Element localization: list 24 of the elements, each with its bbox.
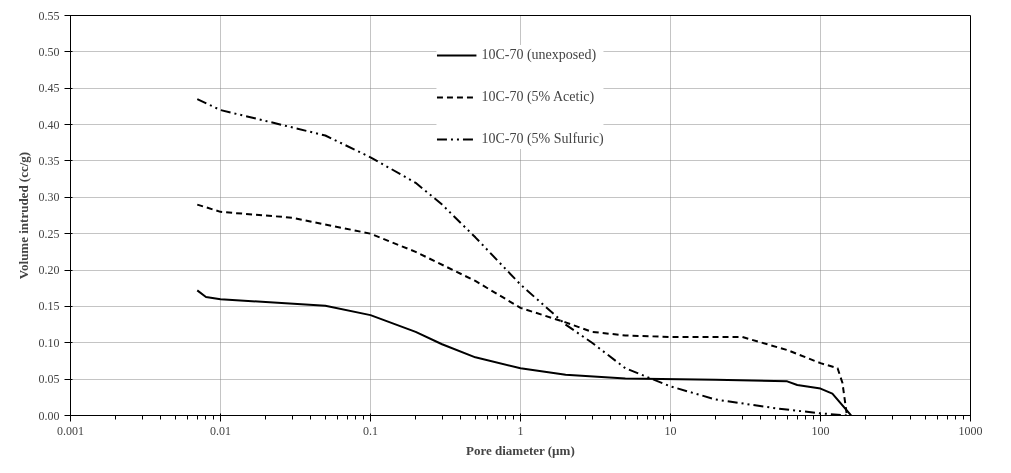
y-tick-label: 0.30 <box>38 190 60 205</box>
x-axis-title: Pore diameter (µm) <box>465 442 575 458</box>
y-axis-title: Volume intruded (cc/g) <box>15 151 31 280</box>
x-tick-label: 100 <box>811 423 830 438</box>
y-tick-label: 0.45 <box>38 81 60 96</box>
x-tick-label: 0.1 <box>363 423 378 438</box>
y-tick-label: 0.00 <box>38 408 60 423</box>
y-tick-label: 0.35 <box>38 153 60 168</box>
y-tick-label: 0.40 <box>38 117 60 132</box>
legend-label: 10C-70 (5% Acetic) <box>481 89 595 105</box>
y-tick-label: 0.20 <box>38 263 60 278</box>
x-tick-label: 0.01 <box>210 423 231 438</box>
y-tick-label: 0.50 <box>38 44 60 59</box>
y-tick-label: 0.55 <box>38 8 60 23</box>
x-tick-label: 1000 <box>958 423 983 438</box>
y-tick-label: 0.15 <box>38 299 60 314</box>
legend-label: 10C-70 (5% Sulfuric) <box>481 131 604 147</box>
y-tick-label: 0.25 <box>38 226 60 241</box>
x-tick-label: 0.001 <box>57 423 84 438</box>
x-tick-label: 10 <box>664 423 677 438</box>
legend-label: 10C-70 (unexposed) <box>481 47 597 63</box>
y-tick-label: 0.05 <box>38 372 60 387</box>
y-tick-label: 0.10 <box>38 335 60 350</box>
x-tick-label: 1 <box>517 423 524 438</box>
